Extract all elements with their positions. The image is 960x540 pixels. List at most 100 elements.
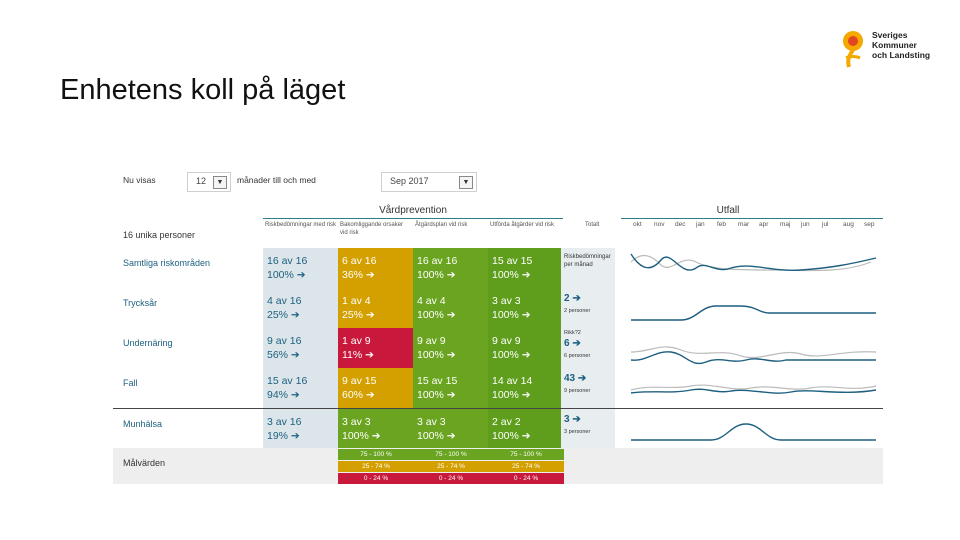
total-persons: 9 personer: [564, 388, 591, 394]
cell-risk-assessment[interactable]: 15 av 16 94% ➔: [263, 368, 338, 408]
cell-count: 1 av 4: [342, 295, 371, 307]
months-text: månader till och med: [237, 175, 316, 185]
col-head-total: Totalt: [585, 222, 600, 228]
cell-percent: 100% ➔: [492, 309, 531, 321]
cell-percent: 11% ➔: [342, 349, 374, 361]
total-cell[interactable]: 43 ➔ 9 personer: [561, 368, 615, 408]
logo-line1: Sveriges: [872, 30, 908, 40]
cell-count: 9 av 9: [492, 335, 521, 347]
cell-actions-done[interactable]: 14 av 14 100% ➔: [488, 368, 563, 408]
total-cell[interactable]: Riskbedömningar per månad: [561, 248, 615, 288]
skl-logo-icon: [843, 31, 863, 68]
legend-red: 0 - 24 %: [413, 473, 489, 484]
month-label: apr: [759, 221, 769, 228]
total-count: 6 ➔: [564, 338, 581, 349]
month-label: jul: [822, 221, 829, 228]
cell-percent: 100% ➔: [417, 309, 456, 321]
group-divider: [621, 218, 883, 219]
row-label-all-areas[interactable]: Samtliga riskområden: [123, 258, 211, 268]
cell-actions-done[interactable]: 2 av 2 100% ➔: [488, 409, 563, 449]
now-showing-label: Nu visas: [123, 175, 156, 185]
cell-risk-assessment[interactable]: 9 av 16 56% ➔: [263, 328, 338, 368]
cell-action-plan[interactable]: 15 av 15 100% ➔: [413, 368, 488, 408]
month-label: feb: [717, 221, 727, 228]
col-head-action-plan: Åtgärdsplan vid risk: [415, 222, 468, 228]
month-label: jan: [696, 221, 705, 228]
period-select[interactable]: Sep 2017 ▼: [381, 172, 477, 192]
total-persons: 3 personer: [564, 429, 591, 435]
cell-count: 16 av 16: [267, 255, 308, 267]
row-label-falls[interactable]: Fall: [123, 378, 138, 388]
outcome-sparklines: [630, 253, 877, 441]
cell-action-plan[interactable]: 9 av 9 100% ➔: [413, 328, 488, 368]
sparkline-malnutrition: [630, 346, 877, 365]
cell-actions-done[interactable]: 3 av 3 100% ➔: [488, 288, 563, 328]
row-label-oral-health[interactable]: Munhälsa: [123, 419, 163, 429]
cell-count: 3 av 3: [492, 295, 521, 307]
cell-percent: 100% ➔: [417, 269, 456, 281]
cell-percent: 100% ➔: [267, 269, 306, 281]
logo-text: Sveriges Kommuner och Landsting: [872, 30, 930, 60]
months-select[interactable]: 12 ▼: [187, 172, 231, 192]
target-values-label: Målvärden: [123, 458, 166, 468]
sparkline-pressure-ulcer: [631, 305, 876, 321]
row-label-pressure-ulcer[interactable]: Trycksår: [123, 298, 158, 308]
legend-yellow: 25 - 74 %: [488, 461, 564, 472]
month-label: sep: [864, 221, 875, 228]
total-count: 43 ➔: [564, 373, 587, 384]
total-description: Riskbedömningar per månad: [564, 254, 611, 268]
cell-causes[interactable]: 6 av 16 36% ➔: [338, 248, 413, 288]
total-count: 2 ➔: [564, 293, 581, 304]
group-header-prevention: Vårdprevention: [379, 205, 447, 216]
cell-risk-assessment[interactable]: 16 av 16 100% ➔: [263, 248, 338, 288]
cell-causes[interactable]: 1 av 9 11% ➔: [338, 328, 413, 368]
col-head-actions-done: Utförda åtgärder vid risk: [490, 222, 555, 228]
cell-risk-assessment[interactable]: 3 av 16 19% ➔: [263, 409, 338, 449]
cell-count: 14 av 14: [492, 375, 533, 387]
legend-red: 0 - 24 %: [488, 473, 564, 484]
cell-count: 3 av 3: [417, 416, 446, 428]
cell-causes[interactable]: 3 av 3 100% ➔: [338, 409, 413, 449]
cell-risk-assessment[interactable]: 4 av 16 25% ➔: [263, 288, 338, 328]
slide-title: Enhetens koll på läget: [60, 74, 346, 106]
cell-percent: 100% ➔: [492, 349, 531, 361]
cell-count: 15 av 15: [492, 255, 533, 267]
total-cell[interactable]: 2 ➔ 2 personer: [561, 288, 615, 328]
cell-action-plan[interactable]: 4 av 4 100% ➔: [413, 288, 488, 328]
cell-count: 3 av 3: [342, 416, 371, 428]
cell-action-plan[interactable]: 16 av 16 100% ➔: [413, 248, 488, 288]
cell-percent: 94% ➔: [267, 389, 300, 401]
cell-percent: 36% ➔: [342, 269, 375, 281]
cell-count: 16 av 16: [417, 255, 458, 267]
cell-count: 2 av 2: [492, 416, 521, 428]
row-label-malnutrition[interactable]: Undernäring: [123, 338, 173, 348]
logo-line2: Kommuner: [872, 40, 917, 50]
legend-yellow: 25 - 74 %: [413, 461, 489, 472]
month-label: maj: [780, 221, 791, 228]
cell-count: 3 av 16: [267, 416, 302, 428]
skl-logo: Sveriges Kommuner och Landsting: [838, 28, 938, 68]
total-cell[interactable]: 3 ➔ 3 personer: [561, 409, 615, 449]
cell-causes[interactable]: 1 av 4 25% ➔: [338, 288, 413, 328]
month-label: nov: [654, 221, 665, 228]
cell-causes[interactable]: 9 av 15 60% ➔: [338, 368, 413, 408]
sparkline-all-areas: [630, 253, 877, 272]
cell-action-plan[interactable]: 3 av 3 100% ➔: [413, 409, 488, 449]
cell-actions-done[interactable]: 15 av 15 100% ➔: [488, 248, 563, 288]
cell-count: 6 av 16: [342, 255, 377, 267]
legend-green: 75 - 100 %: [338, 449, 414, 460]
cell-percent: 60% ➔: [342, 389, 375, 401]
group-divider: [263, 218, 563, 219]
cell-count: 15 av 16: [267, 375, 308, 387]
sparkline-oral-health: [631, 423, 876, 441]
cell-percent: 56% ➔: [267, 349, 300, 361]
total-cell[interactable]: Rikk?2 6 ➔ 6 personer: [561, 328, 615, 368]
month-label: aug: [843, 221, 854, 228]
month-label: mar: [738, 221, 750, 228]
legend-yellow: 25 - 74 %: [338, 461, 414, 472]
month-label: jun: [801, 221, 810, 228]
legend-green: 75 - 100 %: [488, 449, 564, 460]
cell-actions-done[interactable]: 9 av 9 100% ➔: [488, 328, 563, 368]
period-select-value: Sep 2017: [390, 176, 429, 186]
cell-count: 15 av 15: [417, 375, 458, 387]
